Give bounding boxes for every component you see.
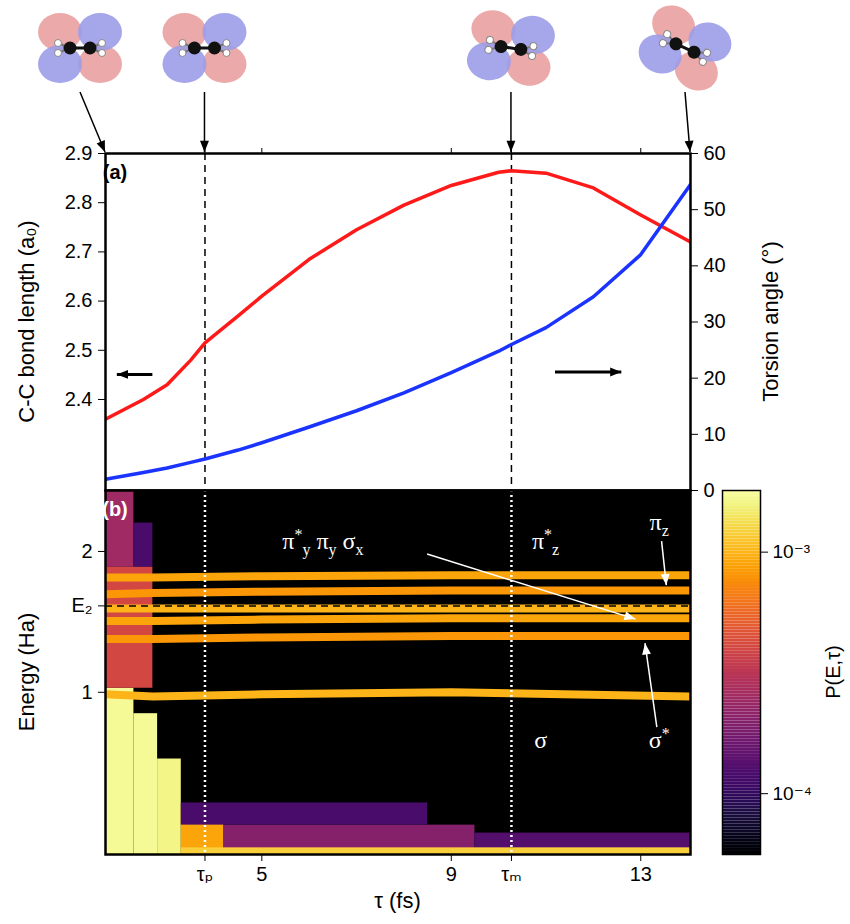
svg-text:πz: πz <box>650 509 669 539</box>
svg-text:σ: σ <box>534 727 547 753</box>
svg-text:τ (fs): τ (fs) <box>374 888 421 913</box>
svg-text:C-C bond length (a₀): C-C bond length (a₀) <box>14 220 39 422</box>
svg-text:40: 40 <box>704 254 726 276</box>
svg-text:2.8: 2.8 <box>65 191 93 213</box>
svg-text:(b): (b) <box>102 498 128 520</box>
svg-text:2.6: 2.6 <box>65 289 93 311</box>
svg-text:20: 20 <box>704 367 726 389</box>
svg-text:13: 13 <box>630 863 652 885</box>
svg-text:0: 0 <box>704 479 715 501</box>
svg-text:2.7: 2.7 <box>65 240 93 262</box>
svg-text:50: 50 <box>704 198 726 220</box>
svg-text:60: 60 <box>704 142 726 164</box>
svg-text:9: 9 <box>446 863 457 885</box>
svg-text:2: 2 <box>81 540 92 562</box>
svg-text:σ*: σ* <box>649 725 670 753</box>
svg-text:P(E,τ): P(E,τ) <box>822 645 844 698</box>
svg-text:30: 30 <box>704 310 726 332</box>
svg-text:1: 1 <box>81 681 92 703</box>
svg-text:τₘ: τₘ <box>501 863 521 885</box>
svg-text:10⁻⁴: 10⁻⁴ <box>773 783 812 804</box>
svg-text:E₂: E₂ <box>71 594 92 616</box>
svg-text:10⁻³: 10⁻³ <box>773 541 811 562</box>
svg-text:2.9: 2.9 <box>65 142 93 164</box>
svg-text:Energy (Ha): Energy (Ha) <box>14 613 39 732</box>
svg-text:Torsion angle (°): Torsion angle (°) <box>758 241 783 401</box>
svg-text:τₚ: τₚ <box>197 863 213 885</box>
svg-text:5: 5 <box>256 863 267 885</box>
svg-text:2.5: 2.5 <box>65 339 93 361</box>
svg-text:π*y πy σx: π*y πy σx <box>282 526 363 559</box>
svg-text:(a): (a) <box>103 161 127 183</box>
svg-text:π*z: π*z <box>532 526 559 558</box>
svg-text:2.4: 2.4 <box>65 388 93 410</box>
svg-text:10: 10 <box>704 423 726 445</box>
